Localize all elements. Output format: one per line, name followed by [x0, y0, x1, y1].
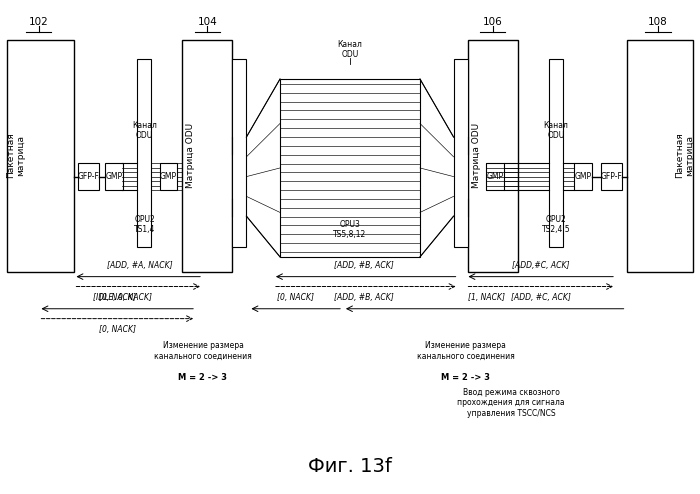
- Bar: [182, 40, 232, 272]
- Text: OPU3
TS5,8,12: OPU3 TS5,8,12: [333, 220, 367, 240]
- Text: Пакетная
матрица: Пакетная матрица: [6, 133, 25, 178]
- Text: Канал
ODU: Канал ODU: [132, 121, 157, 140]
- Bar: [468, 40, 518, 272]
- Text: [ADD, #B, ACK]: [ADD, #B, ACK]: [334, 261, 394, 270]
- Bar: [137, 59, 151, 247]
- Text: Пакетная
матрица: Пакетная матрица: [675, 133, 694, 178]
- Text: [ADD, #B, ACK]: [ADD, #B, ACK]: [334, 293, 394, 302]
- Bar: [105, 163, 122, 190]
- Text: Канал
ODU: Канал ODU: [543, 121, 568, 140]
- Text: GFP-F: GFP-F: [600, 172, 622, 181]
- Text: Матрица ODU: Матрица ODU: [472, 123, 480, 188]
- Text: М = 2 -> 3: М = 2 -> 3: [178, 373, 228, 382]
- Text: GMP: GMP: [160, 172, 177, 181]
- Text: GMP: GMP: [105, 172, 122, 181]
- Bar: [7, 40, 74, 272]
- Text: Ввод режима сквозного
прохождения для сигнала
управления TSCC/NCS: Ввод режима сквозного прохождения для си…: [457, 388, 565, 417]
- Bar: [232, 59, 246, 247]
- Bar: [160, 163, 177, 190]
- Bar: [486, 163, 504, 190]
- Text: OPU2
TS2,4,5: OPU2 TS2,4,5: [542, 215, 570, 235]
- Text: 102: 102: [29, 17, 48, 27]
- Text: [0, NACK]: [0, NACK]: [277, 293, 314, 302]
- Text: [IDLE, 0, NACK]: [IDLE, 0, NACK]: [93, 293, 152, 302]
- Text: [ADD, #C, ACK]: [ADD, #C, ACK]: [511, 293, 571, 302]
- Text: Фиг. 13f: Фиг. 13f: [308, 457, 392, 476]
- Bar: [626, 40, 693, 272]
- Text: [ADD,#C, ACK]: [ADD,#C, ACK]: [512, 261, 570, 270]
- Bar: [78, 163, 99, 190]
- Text: [0, NACK]: [0, NACK]: [99, 325, 136, 334]
- Text: 106: 106: [483, 17, 503, 27]
- Text: [1, NACK]: [1, NACK]: [468, 293, 505, 302]
- Bar: [454, 59, 468, 247]
- Text: М = 2 -> 3: М = 2 -> 3: [441, 373, 490, 382]
- Bar: [280, 79, 420, 257]
- Bar: [601, 163, 622, 190]
- Text: GMP: GMP: [486, 172, 504, 181]
- Text: 108: 108: [648, 17, 668, 27]
- Text: 104: 104: [197, 17, 217, 27]
- Bar: [574, 163, 592, 190]
- Text: GMP: GMP: [574, 172, 592, 181]
- Text: GFP-F: GFP-F: [78, 172, 100, 181]
- Text: Изменение размера
канального соединения: Изменение размера канального соединения: [154, 341, 252, 361]
- Text: Матрица ODU: Матрица ODU: [186, 123, 195, 188]
- Text: OPU2
TS1,4: OPU2 TS1,4: [134, 215, 155, 235]
- Text: [0, NACK]: [0, NACK]: [99, 293, 136, 302]
- Text: Канал
ODU: Канал ODU: [337, 40, 363, 59]
- Text: [ADD, #A, NACK]: [ADD, #A, NACK]: [107, 261, 173, 270]
- Text: Изменение размера
канального соединения: Изменение размера канального соединения: [416, 341, 514, 361]
- Bar: [549, 59, 563, 247]
